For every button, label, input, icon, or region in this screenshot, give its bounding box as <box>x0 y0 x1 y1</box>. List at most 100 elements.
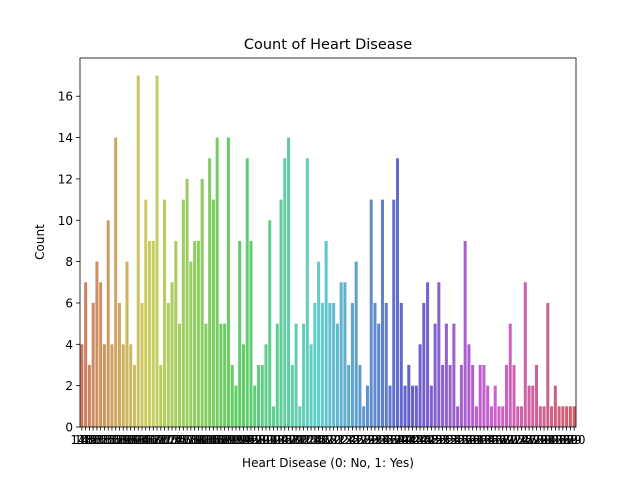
bar <box>260 364 264 427</box>
x-tick-label: 236 <box>375 433 398 447</box>
x-tick-label: 256 <box>446 433 469 447</box>
x-tick-label: 281 <box>533 433 556 447</box>
bar <box>486 385 490 427</box>
x-tick-label: 169 <box>142 433 165 447</box>
x-tick-label: 205 <box>270 433 293 447</box>
bar <box>249 240 253 427</box>
x-tick-label: 197 <box>240 433 263 447</box>
bar <box>373 302 377 427</box>
x-tick-label: 277 <box>518 433 541 447</box>
x-tick-label: 156 <box>97 433 120 447</box>
bar <box>392 199 396 427</box>
bar <box>429 385 433 427</box>
x-tick-label: 150 <box>78 433 101 447</box>
x-tick-label: 179 <box>179 433 202 447</box>
bar <box>166 302 170 427</box>
x-tick-label: 223 <box>330 433 353 447</box>
y-tick-label: 4 <box>65 338 73 352</box>
bar <box>151 240 155 427</box>
x-tick-label: 212 <box>292 433 315 447</box>
x-tick-label: 209 <box>281 433 304 447</box>
x-tick-label: 282 <box>536 433 559 447</box>
bar <box>478 364 482 427</box>
x-tick-label: 228 <box>348 433 371 447</box>
bar <box>272 406 276 427</box>
x-tick-label: 235 <box>371 433 394 447</box>
bar <box>200 178 204 427</box>
x-tick-label: 201 <box>255 433 278 447</box>
bar <box>129 344 133 427</box>
bar <box>546 302 550 427</box>
x-tick-label: 210 <box>285 433 308 447</box>
x-tick-label: 243 <box>401 433 424 447</box>
x-tick-label: 166 <box>134 433 157 447</box>
x-tick-label: 251 <box>427 433 450 447</box>
x-tick-label: 183 <box>191 433 214 447</box>
bar <box>298 406 302 427</box>
x-tick-label: 164 <box>127 433 150 447</box>
bar <box>320 302 324 427</box>
bar <box>121 344 125 427</box>
x-tick-label: 218 <box>315 433 338 447</box>
bar <box>102 344 106 427</box>
bar <box>411 385 415 427</box>
bar <box>418 344 422 427</box>
bar <box>535 364 539 427</box>
x-axis-label: Heart Disease (0: No, 1: Yes) <box>242 456 414 470</box>
x-tick-label: 177 <box>172 433 195 447</box>
x-tick-label: 244 <box>405 433 428 447</box>
bar <box>95 261 99 427</box>
x-tick-label: 264 <box>472 433 495 447</box>
y-tick-label: 6 <box>65 296 73 310</box>
x-tick-label: 252 <box>431 433 454 447</box>
bar <box>565 406 569 427</box>
x-tick-label: 159 <box>108 433 131 447</box>
bar <box>226 137 230 427</box>
x-tick-label: 176 <box>168 433 191 447</box>
bar <box>99 282 103 427</box>
bar <box>189 261 193 427</box>
bar <box>245 158 249 427</box>
x-tick-label: 195 <box>232 433 255 447</box>
y-tick-label: 16 <box>58 90 73 104</box>
x-tick-label: 265 <box>476 433 499 447</box>
bar <box>523 282 527 427</box>
x-tick-label: 173 <box>157 433 180 447</box>
x-tick-label: 229 <box>352 433 375 447</box>
x-tick-label: 148 <box>70 433 93 447</box>
x-tick-label: 174 <box>161 433 184 447</box>
bar <box>309 344 313 427</box>
bar <box>354 261 358 427</box>
x-tick-label: 178 <box>176 433 199 447</box>
x-tick-label: 184 <box>194 433 217 447</box>
bar <box>185 178 189 427</box>
bar <box>399 302 403 427</box>
bar <box>456 406 460 427</box>
x-tick-label: 272 <box>499 433 522 447</box>
bar <box>377 323 381 427</box>
bar <box>84 282 88 427</box>
bar <box>290 364 294 427</box>
x-tick-label: 222 <box>326 433 349 447</box>
bar <box>358 364 362 427</box>
x-tick-label: 248 <box>416 433 439 447</box>
bar <box>482 364 486 427</box>
x-tick-label: 250 <box>424 433 447 447</box>
bar <box>234 385 238 427</box>
x-tick-label: 191 <box>221 433 244 447</box>
x-tick-label: 253 <box>435 433 458 447</box>
x-tick-label: 171 <box>149 433 172 447</box>
x-tick-label: 172 <box>153 433 176 447</box>
x-tick-label: 230 <box>356 433 379 447</box>
bar <box>343 282 347 427</box>
y-tick-label: 0 <box>65 421 73 435</box>
x-tick-label: 289 <box>559 433 582 447</box>
bar <box>572 406 576 427</box>
x-tick-label: 160 <box>112 433 135 447</box>
x-tick-label: 270 <box>495 433 518 447</box>
x-tick-label: 283 <box>540 433 563 447</box>
bar <box>91 302 95 427</box>
x-tick-label: 274 <box>506 433 529 447</box>
bar <box>407 364 411 427</box>
x-tick-label: 261 <box>461 433 484 447</box>
